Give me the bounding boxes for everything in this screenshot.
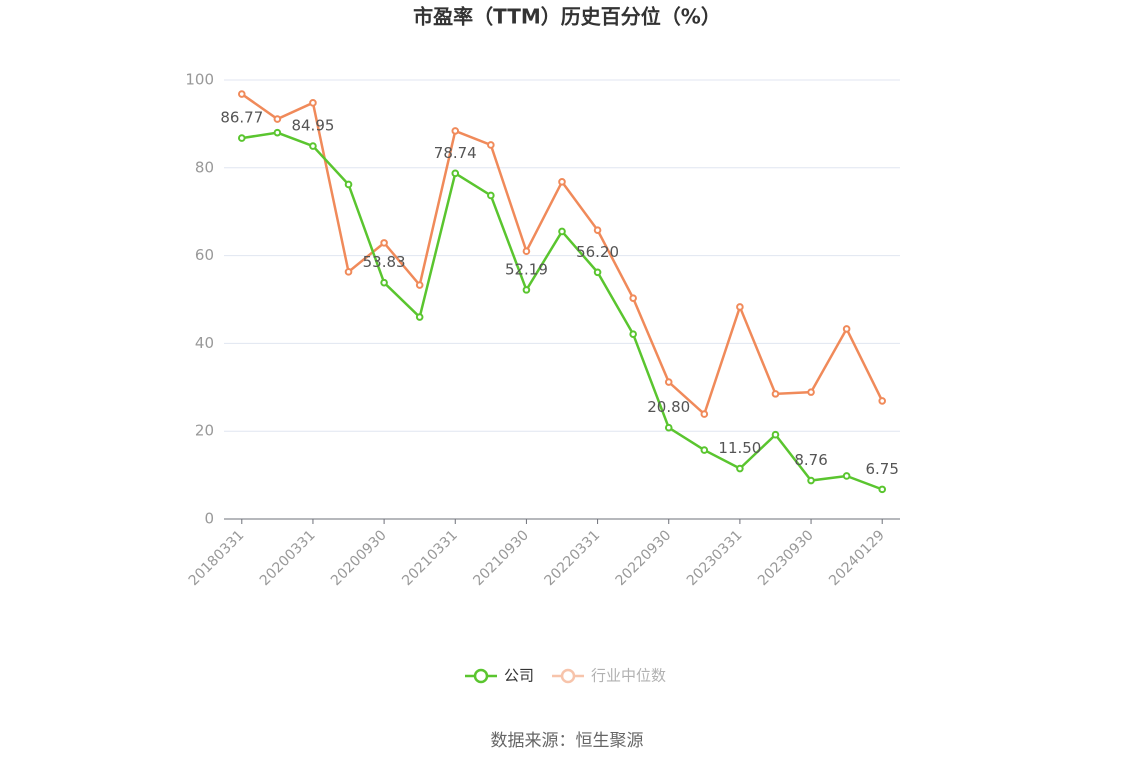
y-tick-label: 40: [195, 334, 214, 352]
x-tick-label: 20200930: [328, 527, 390, 589]
source: 数据来源：恒生聚源: [491, 731, 644, 751]
data-point: [522, 247, 531, 256]
data-point: [558, 227, 566, 236]
data-point: [380, 239, 388, 247]
data-point: [736, 464, 744, 473]
y-tick-label: 60: [195, 246, 214, 264]
series-line: [241, 93, 884, 417]
data-point: [237, 134, 246, 142]
legend-label: 行业中位数: [591, 667, 666, 685]
data-point: [771, 430, 780, 439]
data-point: [273, 128, 282, 137]
legend-item[interactable]: 行业中位数: [552, 667, 666, 685]
data-point: [842, 325, 851, 333]
data-label: 78.74: [434, 144, 477, 162]
x-tick-label: 20210331: [399, 527, 461, 589]
data-label: 84.95: [291, 117, 334, 135]
data-point: [736, 303, 744, 311]
data-label: 56.20: [576, 243, 619, 261]
data-label: 20.80: [647, 398, 690, 416]
data-point: [309, 142, 317, 150]
data-point: [878, 485, 887, 494]
x-tick-label: 20180331: [186, 527, 248, 589]
data-point: [842, 472, 851, 480]
data-point: [487, 141, 495, 149]
x-tick-label: 20210930: [470, 527, 532, 589]
data-point: [558, 178, 566, 186]
data-label: 8.76: [794, 451, 827, 469]
legend-label: 公司: [504, 667, 534, 685]
data-point: [593, 268, 602, 277]
x-tick-label: 20230331: [684, 527, 746, 589]
data-point: [771, 390, 780, 398]
data-point: [807, 476, 815, 485]
data-point: [664, 423, 673, 432]
x-tick-label: 20220930: [613, 527, 675, 589]
x-tick-label: 20230930: [755, 527, 817, 589]
data-label: 53.83: [363, 253, 406, 271]
data-point: [415, 281, 424, 289]
y-tick-label: 80: [195, 158, 214, 176]
data-point: [807, 388, 815, 396]
x-tick-label: 20240129: [826, 527, 888, 589]
y-tick-label: 20: [195, 422, 214, 440]
data-point: [344, 268, 353, 276]
data-label: 86.77: [220, 109, 263, 127]
legend-marker: [560, 668, 576, 684]
data-point: [415, 313, 424, 321]
data-point: [344, 180, 353, 189]
data-label: 11.50: [718, 439, 761, 457]
data-point: [487, 191, 495, 200]
chart-title: 市盈率（TTM）历史百分位（%）: [413, 5, 721, 29]
data-point: [664, 378, 673, 386]
data-point: [451, 169, 460, 178]
series-line: [241, 131, 883, 491]
legend-marker: [473, 668, 489, 684]
x-tick-label: 20220331: [542, 527, 604, 589]
y-tick-label: 0: [204, 510, 214, 528]
data-label: 6.75: [866, 460, 899, 478]
x-tick-label: 20200331: [257, 527, 319, 589]
data-point: [451, 127, 460, 135]
data-point: [380, 278, 388, 287]
data-point: [700, 410, 709, 418]
data-point: [593, 226, 602, 234]
data-point: [629, 330, 637, 338]
data-point: [629, 294, 637, 302]
y-tick-label: 100: [185, 71, 214, 89]
data-point: [237, 90, 246, 98]
data-point: [878, 397, 887, 405]
data-point: [700, 446, 709, 454]
data-point: [522, 286, 531, 294]
data-point: [273, 115, 282, 123]
data-label: 52.19: [505, 260, 548, 278]
legend-item[interactable]: 公司: [465, 667, 534, 685]
data-point: [309, 99, 317, 107]
